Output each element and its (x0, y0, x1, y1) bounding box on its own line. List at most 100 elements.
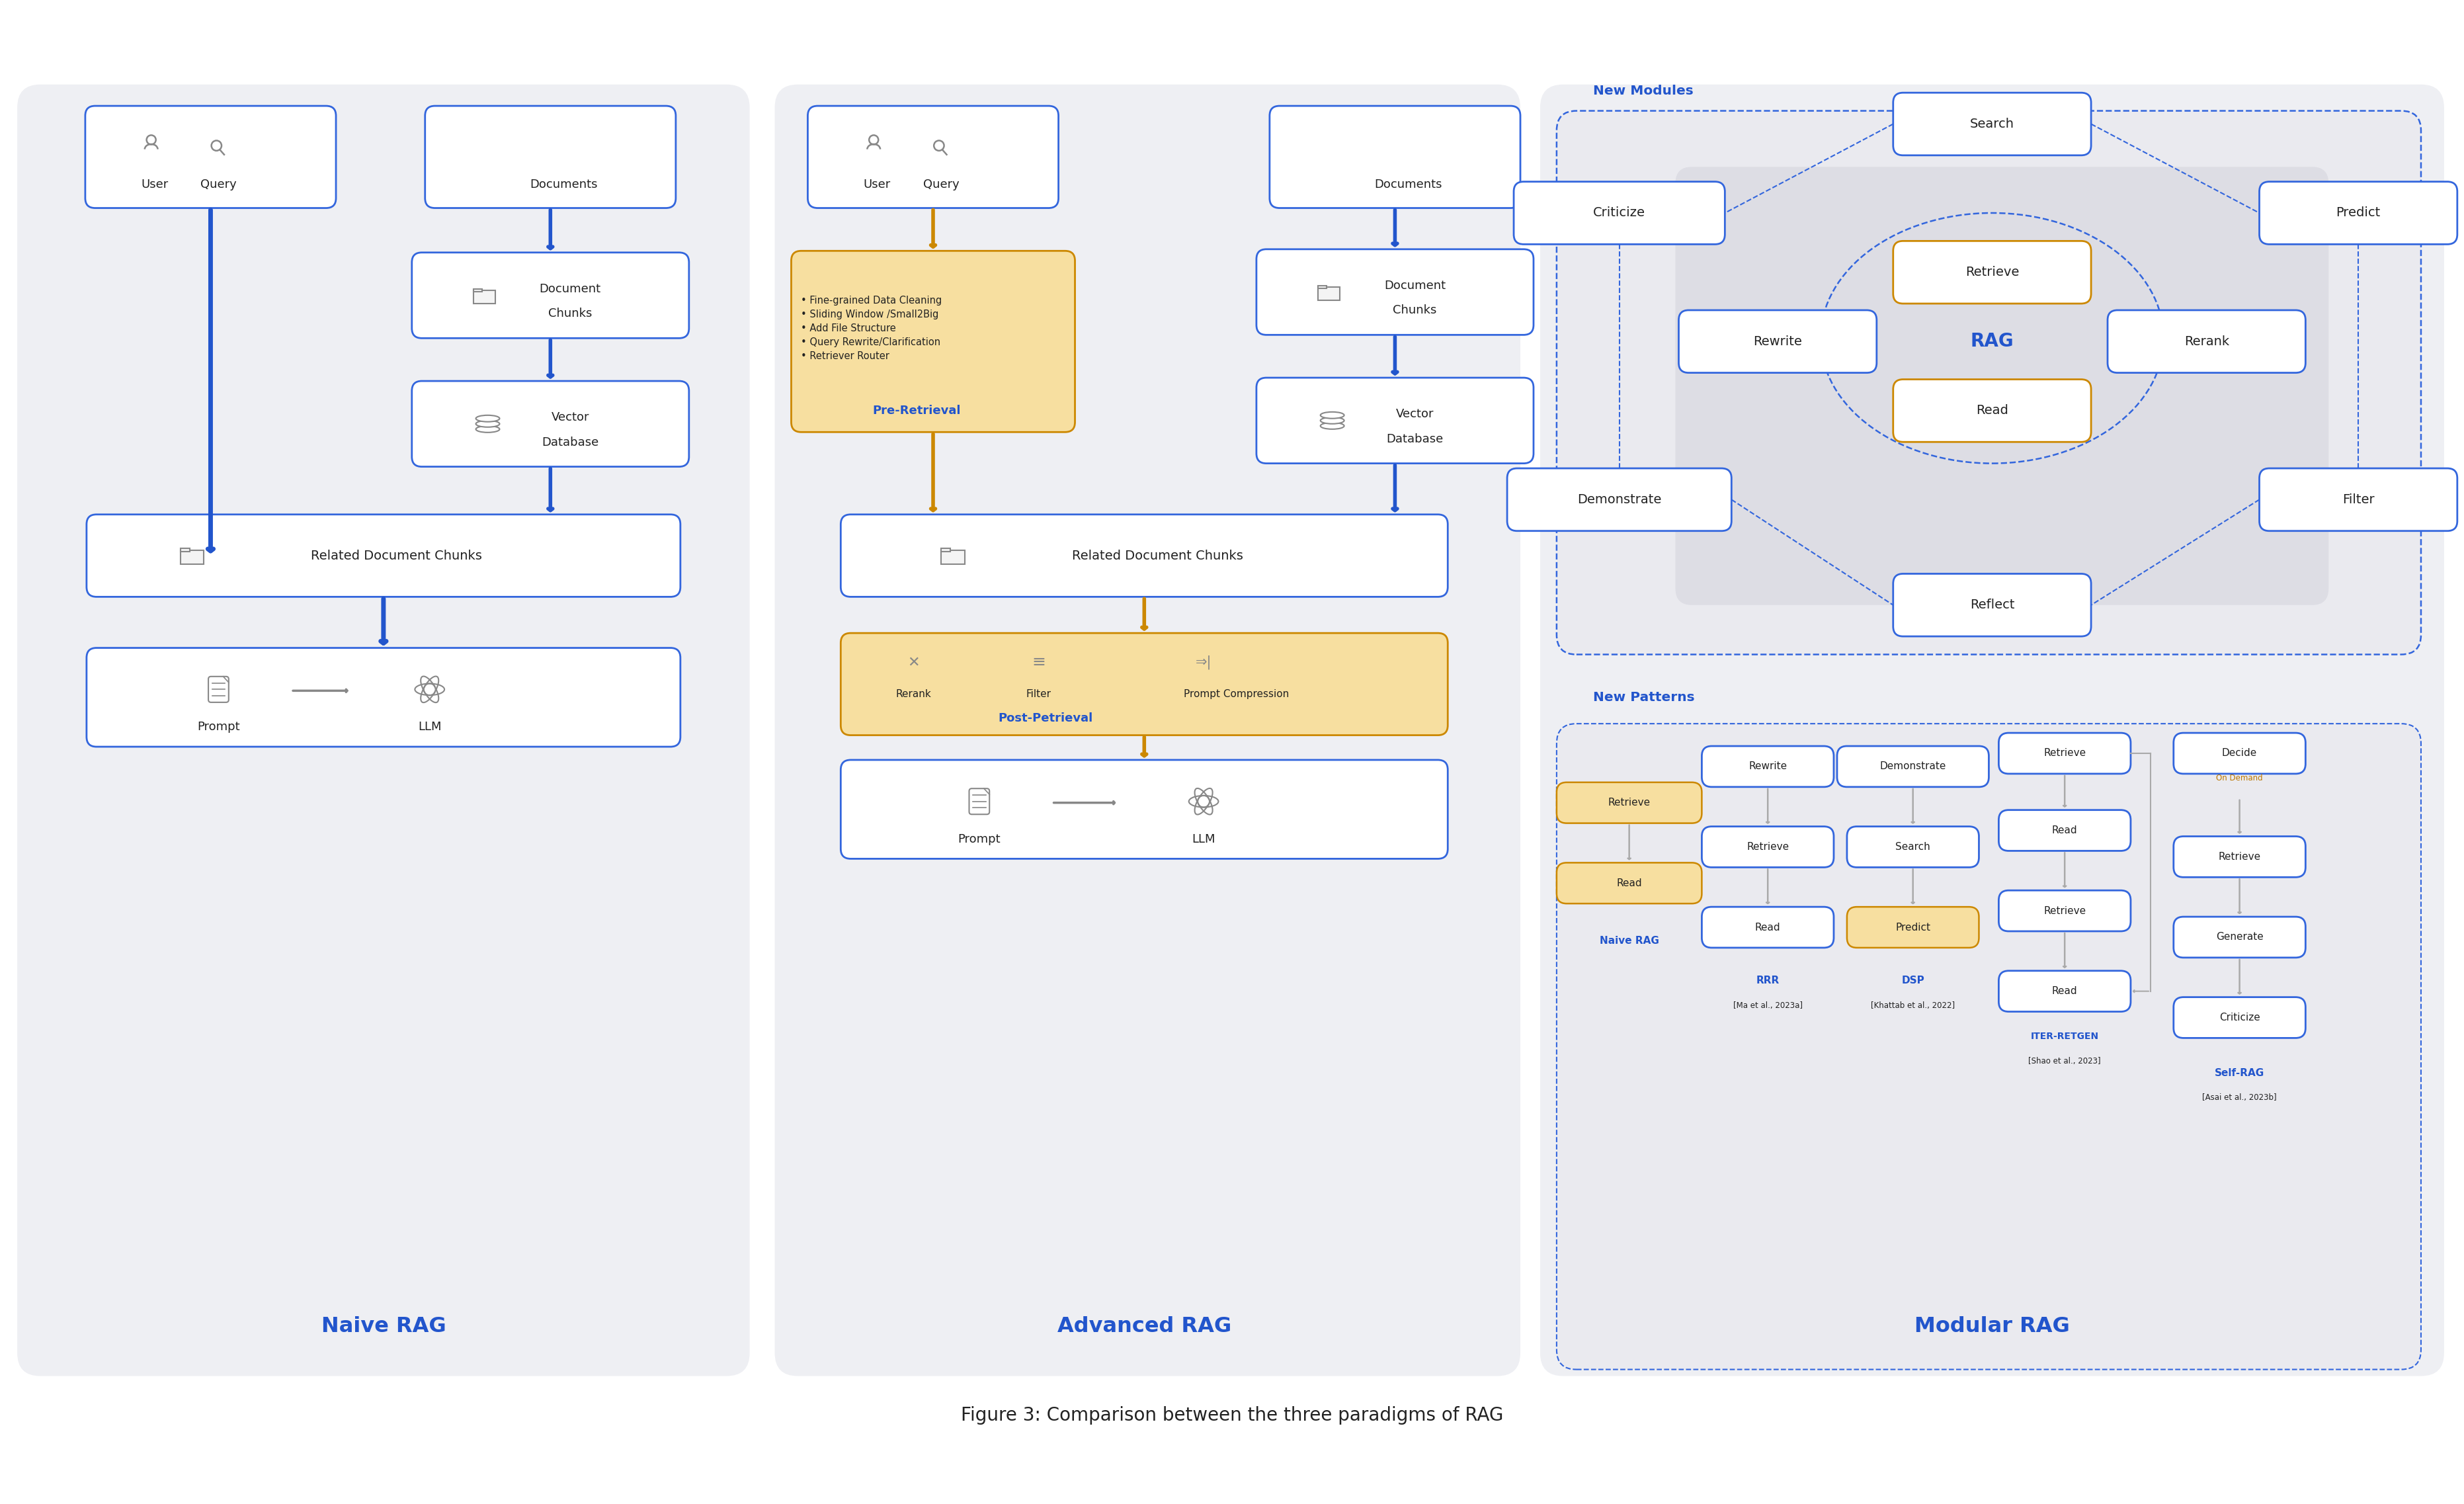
FancyBboxPatch shape (1513, 182, 1725, 244)
Text: New Modules: New Modules (1592, 84, 1693, 98)
Text: Criticize: Criticize (1594, 206, 1646, 220)
Text: Predict: Predict (1895, 922, 1929, 932)
Text: Documents: Documents (530, 179, 596, 191)
FancyBboxPatch shape (17, 84, 749, 1376)
FancyBboxPatch shape (209, 677, 229, 702)
Text: Vector: Vector (552, 411, 589, 423)
FancyBboxPatch shape (1998, 732, 2131, 773)
Text: Related Document Chunks: Related Document Chunks (310, 549, 483, 562)
FancyBboxPatch shape (411, 253, 690, 338)
Text: Rewrite: Rewrite (1754, 335, 1801, 347)
Text: Document: Document (1385, 280, 1446, 292)
FancyBboxPatch shape (1508, 468, 1732, 531)
FancyBboxPatch shape (1257, 250, 1533, 335)
Text: Vector: Vector (1395, 408, 1434, 420)
FancyBboxPatch shape (2107, 310, 2306, 373)
Text: [Asai et al., 2023b]: [Asai et al., 2023b] (2203, 1093, 2277, 1101)
Text: Retrieve: Retrieve (2043, 905, 2087, 916)
FancyBboxPatch shape (840, 760, 1449, 859)
Text: Read: Read (1754, 922, 1781, 932)
Text: Document: Document (540, 283, 601, 295)
FancyBboxPatch shape (2259, 468, 2457, 531)
Text: Query: Query (924, 179, 958, 191)
Text: Prompt Compression: Prompt Compression (1185, 689, 1289, 699)
Text: [Shao et al., 2023]: [Shao et al., 2023] (2028, 1057, 2102, 1065)
FancyBboxPatch shape (1703, 746, 1833, 787)
FancyBboxPatch shape (86, 648, 680, 746)
Text: Chunks: Chunks (1392, 304, 1437, 316)
Text: Prompt: Prompt (197, 720, 239, 732)
FancyBboxPatch shape (1703, 827, 1833, 868)
Text: On Demand: On Demand (2215, 775, 2262, 782)
FancyBboxPatch shape (968, 788, 991, 814)
FancyBboxPatch shape (473, 290, 495, 304)
Text: User: User (862, 179, 890, 191)
FancyBboxPatch shape (941, 549, 951, 552)
Ellipse shape (476, 426, 500, 433)
FancyBboxPatch shape (1892, 93, 2092, 155)
FancyBboxPatch shape (1703, 907, 1833, 948)
Text: Retrieve: Retrieve (1966, 266, 2018, 278)
FancyBboxPatch shape (426, 105, 675, 208)
Text: Read: Read (2053, 826, 2077, 835)
Text: User: User (140, 179, 168, 191)
Text: Read: Read (1616, 878, 1641, 887)
Text: Demonstrate: Demonstrate (1880, 761, 1947, 772)
Text: Prompt: Prompt (958, 833, 1000, 845)
Ellipse shape (1321, 417, 1345, 424)
Ellipse shape (476, 415, 500, 421)
Text: Self-RAG: Self-RAG (2215, 1068, 2264, 1078)
Text: [Khattab et al., 2022]: [Khattab et al., 2022] (1870, 1002, 1954, 1011)
Text: Naive RAG: Naive RAG (1599, 935, 1658, 946)
Text: ⇒|: ⇒| (1195, 656, 1212, 669)
Text: Pre-Retrieval: Pre-Retrieval (872, 405, 961, 417)
FancyBboxPatch shape (180, 550, 205, 564)
Text: ✕: ✕ (907, 656, 919, 669)
Text: Database: Database (542, 436, 599, 448)
Text: • Fine-grained Data Cleaning
• Sliding Window /Small2Big
• Add File Structure
• : • Fine-grained Data Cleaning • Sliding W… (801, 295, 941, 361)
FancyBboxPatch shape (1848, 827, 1979, 868)
Text: Database: Database (1387, 433, 1444, 445)
Text: Rewrite: Rewrite (1749, 761, 1786, 772)
FancyBboxPatch shape (1557, 863, 1703, 904)
Text: Read: Read (2053, 987, 2077, 996)
FancyBboxPatch shape (1892, 573, 2092, 636)
FancyBboxPatch shape (1848, 907, 1979, 948)
FancyBboxPatch shape (1998, 970, 2131, 1012)
FancyBboxPatch shape (1892, 241, 2092, 304)
Text: Retrieve: Retrieve (1609, 797, 1651, 808)
Text: Rerank: Rerank (894, 689, 931, 699)
Text: Retrieve: Retrieve (2218, 851, 2262, 862)
Text: Retrieve: Retrieve (2043, 749, 2087, 758)
FancyBboxPatch shape (774, 84, 1520, 1376)
FancyBboxPatch shape (1678, 310, 1878, 373)
FancyBboxPatch shape (808, 105, 1060, 208)
Text: [Ma et al., 2023a]: [Ma et al., 2023a] (1732, 1002, 1804, 1011)
Text: Predict: Predict (2336, 206, 2380, 220)
FancyBboxPatch shape (2173, 917, 2306, 958)
Text: Advanced RAG: Advanced RAG (1057, 1316, 1232, 1337)
FancyBboxPatch shape (86, 105, 335, 208)
Ellipse shape (1321, 412, 1345, 418)
Text: Figure 3: Comparison between the three paradigms of RAG: Figure 3: Comparison between the three p… (961, 1406, 1503, 1424)
Text: Related Document Chunks: Related Document Chunks (1072, 549, 1242, 562)
FancyBboxPatch shape (840, 633, 1449, 735)
FancyBboxPatch shape (473, 289, 483, 292)
FancyBboxPatch shape (1557, 723, 2422, 1370)
Text: Criticize: Criticize (2220, 1012, 2259, 1023)
Text: Filter: Filter (1025, 689, 1052, 699)
FancyBboxPatch shape (1998, 890, 2131, 931)
FancyBboxPatch shape (1318, 287, 1340, 299)
FancyBboxPatch shape (1269, 105, 1520, 208)
FancyBboxPatch shape (1557, 782, 1703, 823)
FancyBboxPatch shape (1838, 746, 1988, 787)
Text: Filter: Filter (2343, 493, 2375, 505)
Text: Modular RAG: Modular RAG (1915, 1316, 2070, 1337)
FancyBboxPatch shape (180, 549, 190, 552)
FancyBboxPatch shape (1257, 378, 1533, 463)
Ellipse shape (1321, 423, 1345, 429)
Text: Reflect: Reflect (1969, 599, 2016, 611)
Text: Rerank: Rerank (2183, 335, 2230, 347)
Text: Decide: Decide (2223, 749, 2257, 758)
FancyBboxPatch shape (2173, 836, 2306, 877)
